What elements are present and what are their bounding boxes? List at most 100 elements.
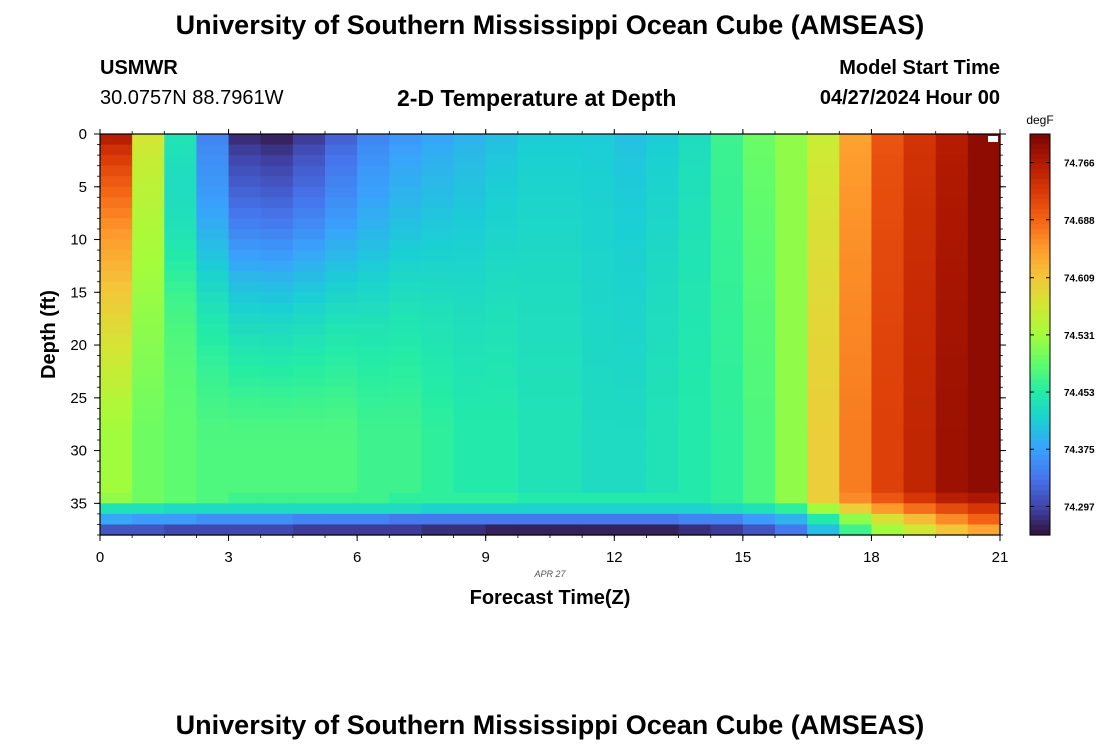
heatmap-cell bbox=[967, 524, 1001, 536]
heatmap-cell bbox=[582, 313, 615, 325]
heatmap-cell bbox=[967, 492, 1001, 504]
heatmap-cell bbox=[839, 165, 873, 177]
heatmap-cell bbox=[614, 366, 648, 378]
heatmap-cell bbox=[325, 302, 358, 314]
x-tick-label: 3 bbox=[224, 549, 232, 566]
heatmap-cell bbox=[807, 355, 840, 367]
heatmap-cell bbox=[871, 144, 905, 156]
heatmap-cell bbox=[967, 197, 1001, 209]
heatmap-cell bbox=[903, 323, 937, 336]
heatmap-cell bbox=[678, 197, 712, 209]
heatmap-cell bbox=[903, 450, 937, 462]
heatmap-cell bbox=[871, 292, 905, 304]
heatmap-cell bbox=[614, 440, 648, 452]
heatmap-cell bbox=[582, 408, 615, 420]
heatmap-cell bbox=[550, 366, 583, 378]
heatmap-cell bbox=[807, 292, 840, 304]
heatmap-cell bbox=[582, 228, 615, 241]
heatmap-cell bbox=[260, 334, 294, 346]
heatmap-cell bbox=[935, 155, 969, 167]
heatmap-cell bbox=[260, 524, 294, 536]
heatmap-cell bbox=[903, 260, 937, 272]
heatmap-cell bbox=[678, 461, 712, 473]
heatmap-cell bbox=[871, 260, 905, 272]
heatmap-cell bbox=[100, 207, 133, 220]
heatmap-cell bbox=[839, 471, 873, 483]
heatmap-cell bbox=[839, 271, 873, 283]
heatmap-cell bbox=[389, 397, 423, 409]
heatmap-cell bbox=[100, 134, 133, 146]
heatmap-cell bbox=[775, 218, 808, 230]
heatmap-cell bbox=[839, 461, 873, 473]
heatmap-cell bbox=[196, 155, 230, 167]
heatmap-cell bbox=[742, 260, 776, 272]
heatmap-cell bbox=[807, 440, 840, 452]
heatmap-cell bbox=[357, 218, 390, 230]
heatmap-cell bbox=[228, 482, 262, 494]
heatmap-cell bbox=[260, 461, 294, 473]
heatmap-cell bbox=[517, 165, 551, 177]
heatmap-cell bbox=[421, 524, 455, 536]
heatmap-cell bbox=[100, 239, 133, 251]
colorbar-segment bbox=[1030, 359, 1050, 366]
heatmap-cell bbox=[710, 218, 744, 230]
heatmap-cell bbox=[582, 281, 615, 293]
heatmap-cell bbox=[678, 503, 712, 515]
heatmap-cell bbox=[678, 355, 712, 367]
heatmap-cell bbox=[807, 461, 840, 473]
heatmap-cell bbox=[646, 250, 680, 262]
heatmap-cell bbox=[485, 461, 519, 473]
heatmap-cell bbox=[517, 313, 551, 325]
heatmap-cell bbox=[871, 482, 905, 494]
heatmap-cell bbox=[807, 228, 840, 241]
heatmap-cell bbox=[742, 197, 776, 209]
heatmap-cell bbox=[935, 271, 969, 283]
heatmap-cell bbox=[582, 366, 615, 378]
heatmap-cell bbox=[582, 429, 615, 441]
colorbar-segment bbox=[1030, 369, 1050, 376]
heatmap-cell bbox=[196, 197, 230, 209]
heatmap-cell bbox=[292, 355, 326, 367]
y-axis-label: Depth (ft) bbox=[38, 290, 60, 379]
heatmap-cell bbox=[453, 471, 487, 483]
heatmap-cell bbox=[775, 250, 808, 262]
heatmap-cell bbox=[485, 176, 519, 188]
heatmap-cell bbox=[228, 355, 262, 367]
heatmap-cell bbox=[839, 387, 873, 399]
heatmap-cell bbox=[614, 228, 648, 241]
heatmap-cell bbox=[325, 313, 358, 325]
heatmap-cell bbox=[582, 250, 615, 262]
heatmap-cell bbox=[678, 492, 712, 504]
heatmap-cell bbox=[614, 408, 648, 420]
heatmap-cell bbox=[517, 450, 551, 462]
heatmap-cell bbox=[550, 440, 583, 452]
heatmap-cell bbox=[228, 376, 262, 388]
heatmap-cell bbox=[453, 366, 487, 378]
heatmap-cell bbox=[646, 387, 680, 399]
heatmap-cell bbox=[325, 155, 358, 167]
heatmap-cell bbox=[164, 271, 198, 283]
heatmap-cell bbox=[421, 408, 455, 420]
colorbar-tick-label: 74.688 bbox=[1064, 216, 1095, 227]
heatmap-cell bbox=[485, 281, 519, 293]
colorbar-segment bbox=[1030, 149, 1050, 155]
heatmap-cell bbox=[228, 408, 262, 420]
heatmap-cell bbox=[100, 492, 133, 504]
heatmap-cell bbox=[196, 418, 230, 431]
heatmap-cell bbox=[100, 482, 133, 494]
heatmap-cell bbox=[485, 345, 519, 357]
heatmap-cell bbox=[550, 355, 583, 367]
heatmap-cell bbox=[646, 197, 680, 209]
heatmap-cell bbox=[357, 513, 390, 526]
heatmap-cell bbox=[517, 144, 551, 156]
heatmap-cell bbox=[710, 345, 744, 357]
heatmap-cell bbox=[260, 239, 294, 251]
heatmap-cell bbox=[871, 429, 905, 441]
heatmap-cell bbox=[389, 260, 423, 272]
heatmap-cell bbox=[582, 503, 615, 515]
heatmap-cell bbox=[517, 218, 551, 230]
heatmap-cell bbox=[421, 450, 455, 462]
heatmap-cell bbox=[100, 513, 133, 526]
heatmap-cell bbox=[357, 207, 390, 220]
